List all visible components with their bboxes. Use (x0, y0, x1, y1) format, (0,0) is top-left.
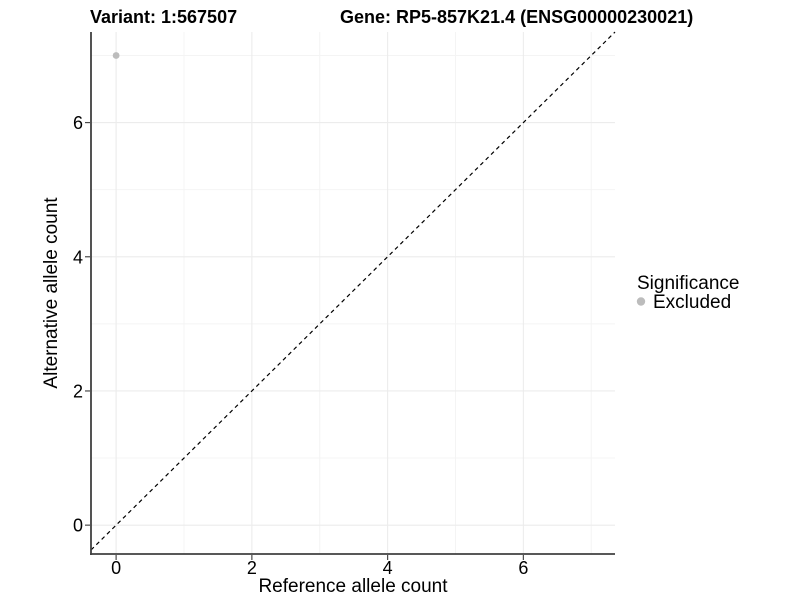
y-tick-label-0: 0 (73, 516, 83, 536)
y-tick-label-4: 4 (73, 247, 83, 267)
legend-label-excluded: Excluded (653, 292, 731, 313)
x-tick-label-2: 2 (247, 558, 257, 578)
legend-key-excluded-dot (636, 297, 646, 306)
x-tick-label-6: 6 (518, 558, 528, 578)
legend-title: Significance (637, 273, 739, 294)
gridlines-major (91, 32, 615, 554)
plot-panel (91, 32, 615, 554)
x-axis-tick-labels: 0 2 4 6 (111, 558, 528, 578)
identity-line (90, 31, 616, 551)
y-tick-label-6: 6 (73, 113, 83, 133)
x-tick-label-4: 4 (383, 558, 393, 578)
data-points (112, 52, 120, 59)
legend: Significance Excluded (636, 273, 739, 313)
x-axis-title: Reference allele count (258, 576, 448, 597)
x-tick-label-0: 0 (111, 558, 121, 578)
gridlines-minor (91, 32, 615, 554)
y-axis-title: Alternative allele count (41, 197, 62, 389)
axis-lines (90, 32, 615, 555)
plot-title-gene: Gene: RP5-857K21.4 (ENSG00000230021) (340, 7, 693, 27)
y-tick-label-2: 2 (73, 381, 83, 401)
plot-title-variant: Variant: 1:567507 (90, 7, 237, 27)
axis-tick-marks (85, 121, 524, 560)
y-axis-tick-labels: 0 2 4 6 (73, 113, 83, 536)
